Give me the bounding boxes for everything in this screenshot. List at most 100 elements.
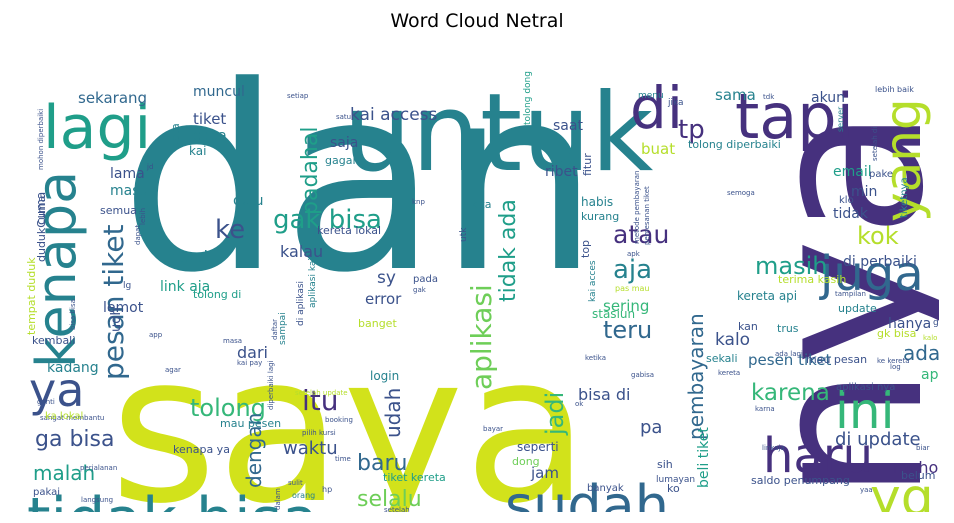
word-pilih-kursi: pilih kursi (302, 429, 336, 437)
word-hanya: hanya (888, 316, 931, 332)
word-login: login (370, 369, 399, 383)
word-kalo: kalo (715, 330, 750, 350)
word-kai: kai (189, 144, 206, 158)
word-tdk: tdk (763, 93, 775, 101)
word-knp: knp (412, 198, 425, 206)
word-ke: ke (215, 215, 245, 245)
word-orang: orang (292, 491, 315, 500)
word-tolong-di: tolong di (193, 288, 241, 301)
word-di-perbaiki: di perbaiki (843, 254, 917, 270)
word-pa: pa (640, 417, 662, 438)
word-yaa: yaa (860, 486, 873, 494)
word-itu: itu (302, 384, 339, 417)
word-agar: agar (165, 366, 181, 374)
word-nya: nya (720, 107, 939, 502)
word-saya: saya (110, 311, 589, 512)
word-dapat: dapat (134, 225, 142, 245)
word-sekarang: sekarang (78, 89, 147, 107)
word-teru: teru (603, 316, 652, 344)
word-kereta-api: kereta api (737, 289, 797, 303)
word-menu: menu (638, 91, 664, 101)
word-buat: buat (641, 140, 675, 158)
word-gak: gak (413, 286, 427, 294)
word-baru: baru (357, 451, 407, 476)
word-kan: kan (738, 320, 758, 333)
word-jadi: jadi (541, 392, 569, 436)
word-pakai: pakai (33, 487, 60, 498)
word-tiketnya: tiketnya (899, 177, 910, 218)
word-untuk: untuk (343, 71, 654, 196)
word-error: error (365, 290, 402, 308)
word-udah: udah (381, 388, 405, 438)
word-biar: biar (916, 444, 930, 452)
word-cuma: cuma (34, 192, 48, 225)
word-kai-pay: kai pay (237, 359, 262, 367)
word-akun: akun (811, 90, 845, 106)
word-yg: yg (870, 468, 934, 512)
word-jd: jd (146, 163, 153, 171)
word-tiket: tiket (193, 110, 226, 128)
word-kita: kita (471, 198, 491, 211)
word-sama: sama (715, 86, 756, 104)
word-pada: pada (413, 274, 438, 285)
word-banget: banget (358, 317, 397, 330)
word-tidak: tidak (833, 206, 869, 222)
word-ini: ini (835, 382, 894, 440)
word-apa: apa (921, 367, 939, 383)
word-lagi: lagi (43, 93, 151, 163)
word-di: di (630, 74, 683, 142)
word-sekali: sekali (706, 352, 738, 365)
word-pemesanan-tiket: pemesanan tiket (643, 186, 651, 245)
word-hp: hp (322, 485, 332, 494)
word-kenapa: kenapa (25, 171, 88, 368)
word-saja: saja (330, 135, 358, 151)
word-pake: pake (869, 169, 893, 180)
word-aja: aja (613, 255, 652, 285)
word-apk: apk (627, 250, 641, 258)
word-di-aplikasi: di aplikasi (296, 281, 306, 326)
word-tolong: tolong (190, 394, 266, 422)
word-tolong-dong: tolong dong (523, 71, 533, 125)
word-dengan: dengan (242, 413, 266, 488)
word-tidak-bisa: tidak bisa (27, 485, 319, 512)
word-sangat-membantu: sangat membantu (40, 414, 104, 422)
word-pas-mau: pas mau (615, 284, 649, 293)
word-belum: belum (901, 469, 936, 482)
word-gagal: gagal (325, 154, 356, 167)
word-tampilan: tampilan (835, 290, 866, 298)
word-tolong-diperbaiki: tolong diperbaiki (688, 138, 781, 151)
word-udh: udh (109, 307, 124, 332)
word-fitur: fitur (581, 153, 594, 176)
word-ok: ok (575, 400, 584, 408)
word-ganti: ganti (37, 398, 55, 406)
word-padahal: padahal (298, 127, 323, 215)
word-ada: ada (903, 341, 939, 365)
word-metode-pembayaran: metode pembayaran (633, 171, 641, 244)
word-mau-pesen: mau pesen (220, 417, 281, 430)
word-jika: jika (667, 98, 684, 108)
word-ya: ya (29, 363, 84, 417)
word-cloud: dansayanyauntuktidak bisalagikenapatapid… (15, 40, 939, 512)
word-kereta: kereta (718, 369, 740, 377)
word-linkaja: linkaja (762, 444, 785, 452)
word-banyak: banyak (587, 483, 624, 494)
word-karena: karena (751, 380, 830, 406)
word-masuk: masuk (110, 183, 157, 199)
word-dulu: dulu (233, 193, 264, 209)
word-sampai: sampai (278, 312, 288, 345)
word-tempat-duduk: tempat duduk (25, 257, 38, 335)
word-atau: atau (613, 220, 669, 249)
word-cloud-canvas: dansayanyauntuktidak bisalagikenapatapid… (25, 40, 939, 512)
word-perjalanan: perjalanan (80, 464, 117, 472)
word-trus: trus (777, 322, 799, 335)
word-pesen-tiket: pesen tiket (748, 351, 831, 369)
word-ga-bisa: ga bisa (35, 427, 114, 452)
word-aplikasi: aplikasi (465, 284, 498, 390)
word-stasiun: stasiun (592, 307, 635, 321)
word-aplikasi-kai: aplikasi kai (308, 258, 318, 308)
word-jam: jam (530, 464, 559, 482)
word-malah: malah (33, 461, 95, 485)
word-ada-lagi: ada lagi (775, 350, 803, 358)
word-pesan-tiket: pesan tiket (97, 224, 130, 380)
word-setelah-di: setelah di (871, 127, 879, 161)
